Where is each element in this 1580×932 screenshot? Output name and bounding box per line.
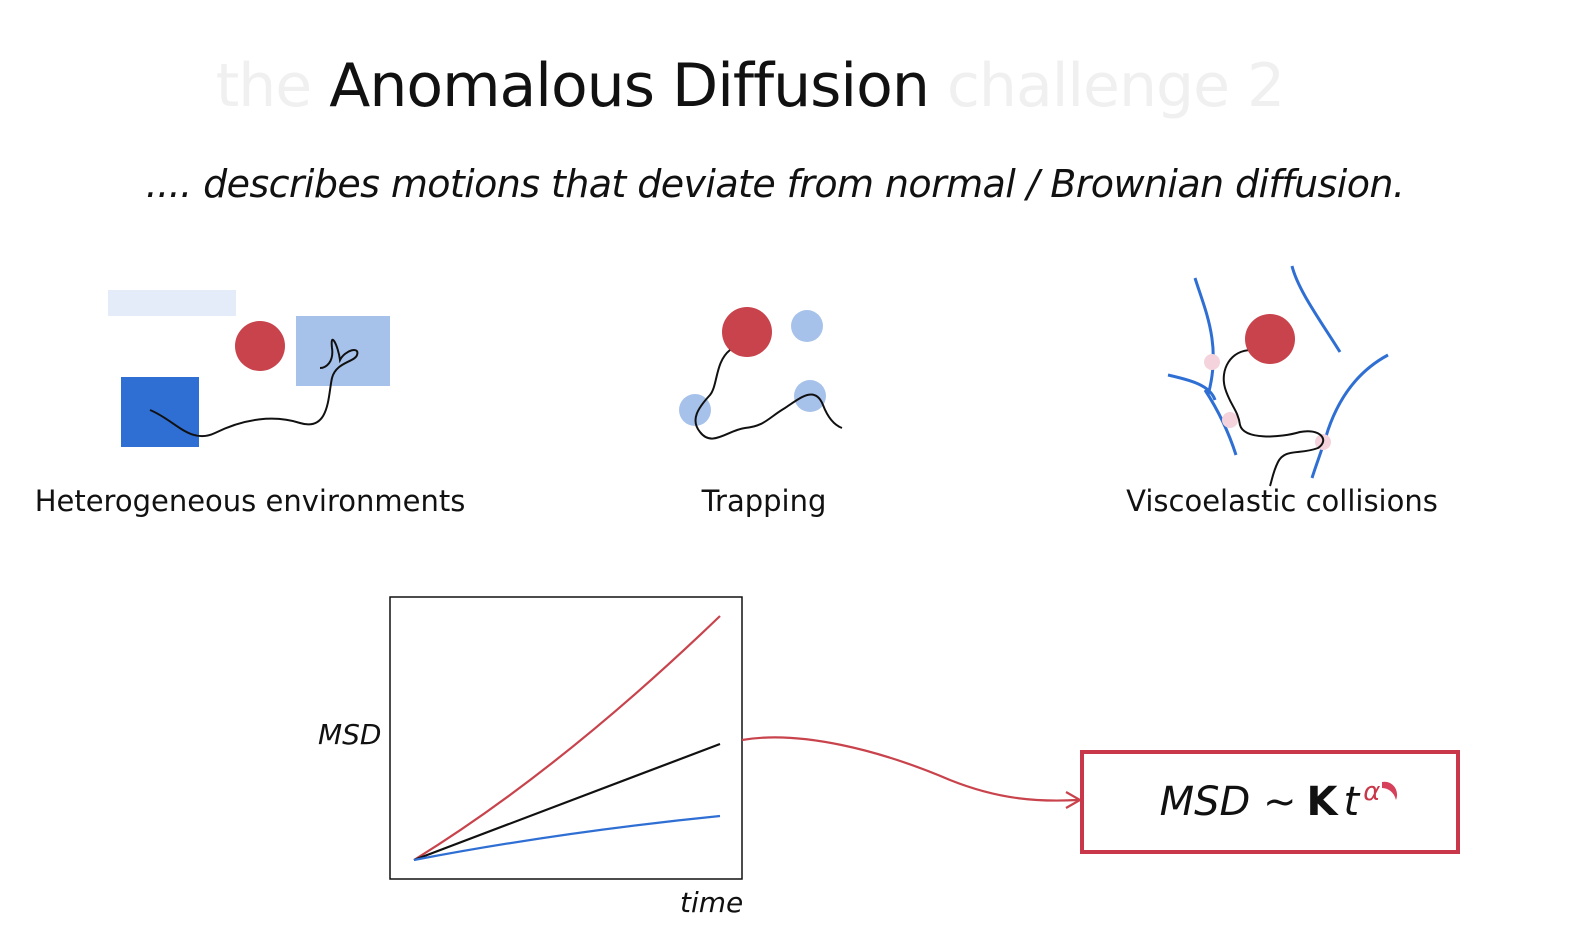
subdiffusive-curve: [413, 814, 721, 862]
plot-y-axis-label: MSD: [318, 718, 382, 751]
trapping-illustration: [679, 307, 843, 440]
particle-trajectory: [694, 349, 843, 440]
formula-variable: t: [1343, 779, 1360, 825]
viscoelastic-collisions-illustration: [1167, 265, 1389, 487]
formula-box: [1080, 750, 1460, 854]
heterogeneous-environments-illustration: [108, 290, 390, 447]
arrow-to-formula: [741, 736, 1083, 809]
msd-formula: MSD ~ K t α: [1082, 752, 1458, 852]
polymer-fiber: [1290, 265, 1342, 353]
particle-trajectory: [1222, 349, 1325, 487]
formula-exponent: α: [1363, 777, 1381, 807]
caption-heterogeneous-environments: Heterogeneous environments: [34, 484, 466, 518]
trap-circle: [791, 310, 823, 342]
title-suffix: challenge 2: [946, 51, 1285, 121]
light-blue-region: [296, 316, 390, 386]
formula-lhs: MSD ~: [1159, 779, 1297, 825]
polymer-fiber: [1193, 277, 1215, 396]
caption-trapping: Trapping: [701, 484, 827, 518]
dark-blue-region: [121, 377, 199, 447]
red-particle: [235, 321, 285, 371]
pale-blue-region: [108, 290, 236, 316]
particle-trajectory: [149, 338, 359, 438]
title-main: Anomalous Diffusion: [329, 51, 930, 121]
red-particle: [1245, 314, 1295, 364]
trap-circle: [794, 380, 826, 412]
cursor-mark: [1382, 781, 1398, 800]
superdiffusive-curve: [413, 615, 721, 861]
msd-plot: [389, 596, 743, 880]
formula-coefficient: K: [1306, 779, 1338, 825]
normal-diffusion-line: [413, 742, 721, 862]
page-subtitle: .... describes motions that deviate from…: [145, 162, 1405, 206]
title-prefix: the: [215, 51, 312, 121]
collision-marker: [1204, 354, 1220, 370]
collision-marker: [1222, 412, 1238, 428]
caption-viscoelastic-collisions: Viscoelastic collisions: [1126, 484, 1438, 518]
page-title: the Anomalous Diffusion challenge 2: [0, 48, 1500, 124]
red-particle: [722, 307, 772, 357]
plot-x-axis-label: time: [680, 886, 744, 919]
plot-frame: [389, 596, 743, 880]
polymer-fiber: [1167, 373, 1217, 401]
polymer-fiber: [1310, 353, 1389, 479]
arrow-line: [741, 736, 1079, 802]
